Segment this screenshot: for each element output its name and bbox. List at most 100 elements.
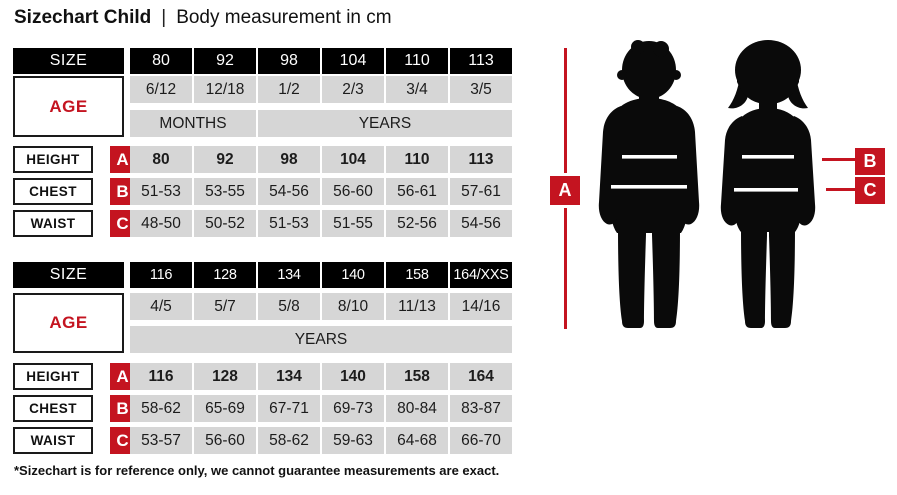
disclaimer-note: *Sizechart is for reference only, we can… [14,463,500,478]
age-cell: 8/10 [322,293,384,320]
chest-cell: 69-73 [322,395,384,422]
age-cell: 11/13 [386,293,448,320]
age-row: 4/5 5/7 5/8 8/10 11/13 14/16 [130,293,512,320]
size-cell: 134 [258,262,320,288]
age-cell: 14/16 [450,293,512,320]
diagram-marker-b: B [855,148,885,175]
waist-label: WAIST [13,427,93,454]
age-cell: 2/3 [322,76,384,103]
size-label: SIZE [13,262,124,288]
title-separator: | [161,7,167,28]
size-cell: 92 [194,48,256,74]
chest-cell: 80-84 [386,395,448,422]
waist-row: 53-57 56-60 58-62 59-63 64-68 66-70 [130,427,512,454]
age-cell: 4/5 [130,293,192,320]
waist-cell: 48-50 [130,210,192,237]
waist-label: WAIST [13,210,93,237]
chest-cell: 83-87 [450,395,512,422]
age-cell: 6/12 [130,76,192,103]
size-cell: 158 [386,262,448,288]
chest-cell: 56-60 [322,178,384,205]
girl-silhouette-icon [720,40,816,328]
waist-row: 48-50 50-52 51-53 51-55 52-56 54-56 [130,210,512,237]
size-cell: 110 [386,48,448,74]
chest-row: 58-62 65-69 67-71 69-73 80-84 83-87 [130,395,512,422]
age-label: AGE [13,293,124,353]
waist-cell: 58-62 [258,427,320,454]
height-cell: 140 [322,363,384,390]
title-text: Sizechart Child [14,7,152,28]
age-cell: 5/7 [194,293,256,320]
size-cell: 140 [322,262,384,288]
size-cell: 128 [194,262,256,288]
waist-connector-line [826,188,855,191]
chest-row: 51-53 53-55 54-56 56-60 56-61 57-61 [130,178,512,205]
height-cell: 116 [130,363,192,390]
height-row: 116 128 134 140 158 164 [130,363,512,390]
chest-cell: 54-56 [258,178,320,205]
height-cell: 128 [194,363,256,390]
chest-cell: 56-61 [386,178,448,205]
waist-cell: 59-63 [322,427,384,454]
height-cell: 158 [386,363,448,390]
page-title: Sizechart Child | Body measurement in cm [14,7,392,29]
waist-cell: 51-53 [258,210,320,237]
age-cell: 12/18 [194,76,256,103]
chest-cell: 51-53 [130,178,192,205]
height-cell: 134 [258,363,320,390]
size-cell: 80 [130,48,192,74]
age-cell: 5/8 [258,293,320,320]
waist-cell: 51-55 [322,210,384,237]
size-header-row: 80 92 98 104 110 113 [130,48,512,74]
months-span-cell: MONTHS [130,110,256,137]
chest-connector-line [822,158,855,161]
waist-cell: 66-70 [450,427,512,454]
height-cell: 164 [450,363,512,390]
boy-waist-line [611,185,687,189]
sizechart-table-small-sizes: SIZE AGE HEIGHT A CHEST B WAIST C 80 92 98… [13,48,513,238]
height-cell: 80 [130,146,192,173]
chest-cell: 57-61 [450,178,512,205]
years-span-cell: YEARS [130,326,512,353]
age-label: AGE [13,76,124,137]
subtitle-text: Body measurement in cm [176,7,392,28]
size-cell: 98 [258,48,320,74]
chest-label: CHEST [13,178,93,205]
size-cell: 104 [322,48,384,74]
height-label: HEIGHT [13,363,93,390]
diagram-marker-c: C [855,177,885,204]
waist-cell: 52-56 [386,210,448,237]
height-label: HEIGHT [13,146,93,173]
chest-label: CHEST [13,395,93,422]
years-span-cell: YEARS [258,110,512,137]
height-cell: 98 [258,146,320,173]
waist-cell: 56-60 [194,427,256,454]
size-header-row: 116 128 134 140 158 164/XXS [130,262,512,288]
chest-cell: 58-62 [130,395,192,422]
diagram-marker-a: A [547,173,583,208]
waist-cell: 50-52 [194,210,256,237]
height-cell: 104 [322,146,384,173]
size-label: SIZE [13,48,124,74]
size-cell: 164/XXS [450,262,512,288]
size-cell: 116 [130,262,192,288]
waist-cell: 53-57 [130,427,192,454]
waist-cell: 54-56 [450,210,512,237]
waist-cell: 64-68 [386,427,448,454]
age-unit-row: MONTHS YEARS [130,110,512,137]
girl-waist-line [734,188,798,192]
size-cell: 113 [450,48,512,74]
height-cell: 92 [194,146,256,173]
height-cell: 110 [386,146,448,173]
age-row: 6/12 12/18 1/2 2/3 3/4 3/5 [130,76,512,103]
age-cell: 3/4 [386,76,448,103]
age-cell: 1/2 [258,76,320,103]
chest-cell: 53-55 [194,178,256,205]
boy-chest-line [622,155,677,159]
age-unit-row: YEARS [130,326,512,353]
age-cell: 3/5 [450,76,512,103]
chest-cell: 65-69 [194,395,256,422]
chest-cell: 67-71 [258,395,320,422]
girl-chest-line [742,155,794,159]
